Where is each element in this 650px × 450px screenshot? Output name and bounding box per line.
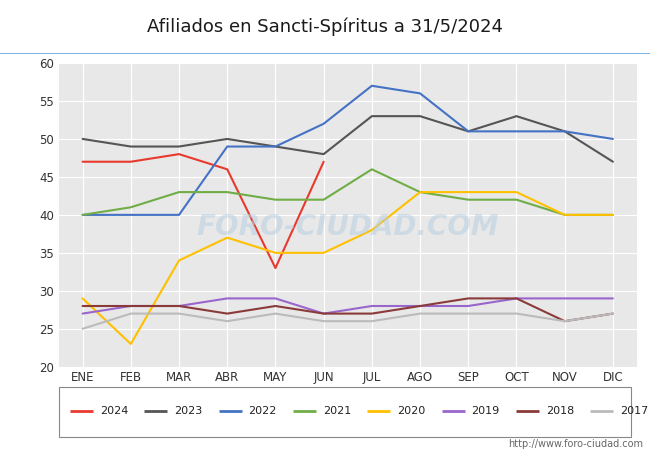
- Bar: [0, 53, 650, 54]
- Bar: [0, 53, 650, 54]
- Bar: [0, 53, 650, 54]
- Bar: [0, 53, 650, 54]
- Bar: [0, 53, 650, 54]
- Bar: [0, 53, 650, 54]
- Bar: [0, 53, 650, 54]
- Bar: [0, 53, 650, 54]
- Bar: [0, 53, 650, 54]
- Bar: [0, 53, 650, 54]
- Bar: [0, 53, 650, 54]
- Bar: [0, 53, 650, 54]
- Bar: [0, 53, 650, 54]
- Text: 2018: 2018: [546, 406, 574, 416]
- Bar: [0, 53, 650, 54]
- Bar: [0, 53, 650, 54]
- Bar: [0, 53, 650, 54]
- Bar: [0, 53, 650, 54]
- Bar: [0, 53, 650, 54]
- FancyBboxPatch shape: [58, 387, 630, 436]
- Bar: [0, 53, 650, 54]
- Text: 2022: 2022: [248, 406, 277, 416]
- Text: http://www.foro-ciudad.com: http://www.foro-ciudad.com: [508, 439, 644, 449]
- Bar: [0, 53, 650, 54]
- Bar: [0, 53, 650, 54]
- Bar: [0, 53, 650, 54]
- Bar: [0, 53, 650, 54]
- Bar: [0, 53, 650, 54]
- Bar: [0, 53, 650, 54]
- Bar: [0, 53, 650, 54]
- Bar: [0, 53, 650, 54]
- Bar: [0, 53, 650, 54]
- Bar: [0, 53, 650, 54]
- Bar: [0, 53, 650, 54]
- Bar: [0, 53, 650, 54]
- Bar: [0, 53, 650, 54]
- Bar: [0, 53, 650, 54]
- Bar: [0, 53, 650, 54]
- Text: 2020: 2020: [397, 406, 425, 416]
- Text: 2017: 2017: [620, 406, 649, 416]
- Bar: [0, 53, 650, 54]
- Bar: [0, 53, 650, 54]
- Bar: [0, 53, 650, 54]
- Bar: [0, 53, 650, 54]
- Bar: [0, 53, 650, 54]
- Bar: [0, 53, 650, 54]
- Bar: [0, 53, 650, 54]
- Bar: [0, 53, 650, 54]
- Bar: [0, 53, 650, 54]
- Bar: [0, 53, 650, 54]
- Bar: [0, 53, 650, 54]
- Bar: [0, 53, 650, 54]
- Bar: [0, 53, 650, 54]
- Text: 2023: 2023: [174, 406, 202, 416]
- Bar: [0, 53, 650, 54]
- Bar: [0, 53, 650, 54]
- Bar: [0, 53, 650, 54]
- Bar: [0, 53, 650, 54]
- Bar: [0, 53, 650, 54]
- Bar: [0, 53, 650, 54]
- Bar: [0, 53, 650, 54]
- Bar: [0, 53, 650, 54]
- Bar: [0, 53, 650, 54]
- Bar: [0, 53, 650, 54]
- Bar: [0, 53, 650, 54]
- Text: 2019: 2019: [471, 406, 500, 416]
- Bar: [0, 53, 650, 54]
- Bar: [0, 53, 650, 54]
- Bar: [0, 53, 650, 54]
- Bar: [0, 53, 650, 54]
- Bar: [0, 53, 650, 54]
- Bar: [0, 53, 650, 54]
- Bar: [0, 53, 650, 54]
- Bar: [0, 53, 650, 54]
- Text: FORO-CIUDAD.COM: FORO-CIUDAD.COM: [196, 213, 499, 241]
- Bar: [0, 53, 650, 54]
- Text: 2021: 2021: [323, 406, 351, 416]
- Bar: [0, 53, 650, 54]
- Bar: [0, 53, 650, 54]
- Bar: [0, 53, 650, 54]
- Bar: [0, 53, 650, 54]
- Bar: [0, 53, 650, 54]
- Bar: [0, 53, 650, 54]
- Bar: [0, 53, 650, 54]
- Bar: [0, 53, 650, 54]
- Text: 2024: 2024: [99, 406, 128, 416]
- Text: Afiliados en Sancti-Spíritus a 31/5/2024: Afiliados en Sancti-Spíritus a 31/5/2024: [147, 18, 503, 36]
